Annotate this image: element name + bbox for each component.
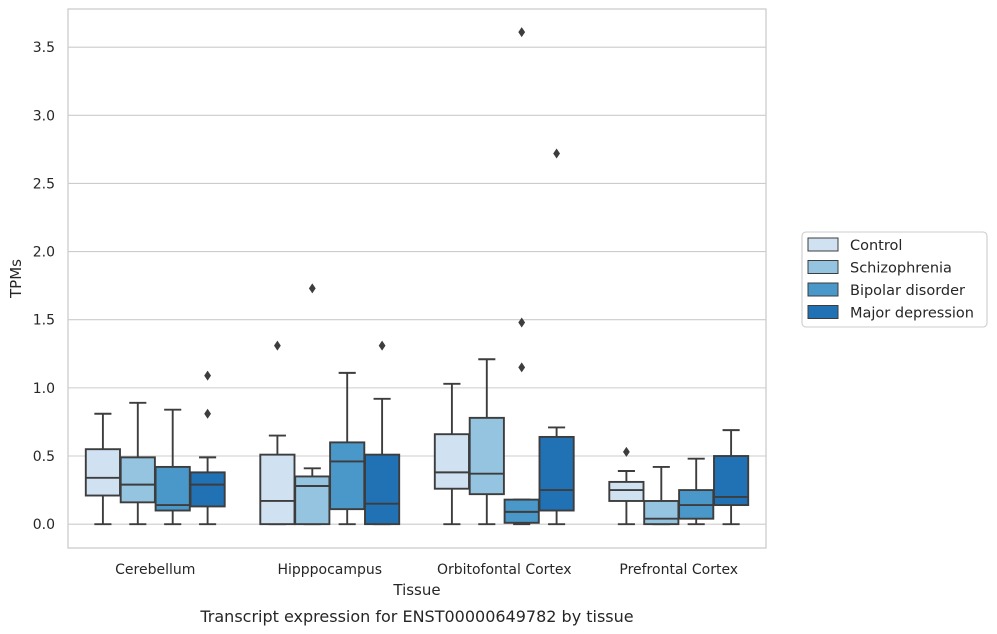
box-iqr — [643, 500, 680, 526]
outlier-point — [518, 317, 526, 328]
y-tick-label: 0.0 — [33, 517, 55, 533]
box-1-1 — [294, 283, 331, 526]
y-tick-labels: 0.0 0.5 1.0 1.5 2.0 2.5 3.0 3.5 — [33, 40, 55, 533]
box-1-2 — [329, 371, 366, 526]
box-iqr — [364, 453, 401, 526]
outlier-point — [623, 446, 630, 457]
box-iqr — [119, 456, 156, 504]
outlier-point — [518, 27, 526, 38]
y-tick-label: 3.5 — [33, 40, 55, 56]
plot-frame — [67, 8, 767, 549]
outlier-point — [204, 370, 211, 381]
box-0-2 — [154, 408, 191, 526]
legend-swatch — [807, 305, 839, 319]
box-0-1 — [119, 401, 156, 526]
outlier-point — [378, 340, 386, 351]
box-0-0 — [84, 412, 121, 526]
box-iqr — [259, 453, 296, 526]
legend-label: Control — [850, 238, 902, 254]
x-axis-label: Tissue — [392, 581, 440, 599]
box-0-3 — [189, 370, 226, 526]
box-1-3 — [364, 340, 401, 526]
box-iqr — [538, 435, 575, 512]
box-iqr — [329, 441, 366, 511]
box-iqr — [433, 433, 470, 490]
outlier-point — [308, 283, 316, 294]
x-tick-label: Orbitofontal Cortex — [437, 562, 572, 578]
outlier-point — [274, 340, 281, 351]
y-tick-label: 1.0 — [33, 381, 55, 397]
x-tick-label: Prefrontal Cortex — [619, 562, 738, 578]
box-iqr — [608, 480, 645, 502]
x-tick-label: Cerebellum — [115, 562, 195, 578]
box-iqr — [189, 471, 226, 508]
box-iqr — [84, 448, 121, 497]
legend-label: Schizophrenia — [850, 261, 952, 277]
legend-frame — [801, 231, 988, 328]
legend-label: Bipolar disorder — [850, 283, 965, 299]
box-iqr — [154, 465, 191, 512]
chart-caption: Transcript expression for ENST0000064978… — [199, 607, 633, 626]
outlier-point — [553, 148, 560, 159]
box-2-2 — [503, 27, 540, 526]
box-3-1 — [643, 465, 680, 526]
box-1-0 — [259, 340, 296, 526]
legend-swatch — [807, 260, 839, 274]
grid-lines — [68, 46, 766, 525]
box-groups — [84, 27, 750, 526]
legend-label: Major depression — [850, 306, 974, 322]
y-tick-label: 1.5 — [33, 313, 55, 329]
box-2-0 — [433, 382, 470, 526]
y-tick-label: 2.5 — [33, 176, 55, 192]
outlier-point — [204, 408, 211, 419]
box-iqr — [468, 416, 505, 496]
outlier-point — [518, 362, 526, 373]
legend: Control Schizophrenia Bipolar disorder Majo… — [801, 231, 988, 328]
legend-swatch — [807, 282, 839, 297]
legend-swatch — [807, 237, 839, 252]
x-tick-labels: Cerebellum Hipppocampus Orbitofontal Corte… — [115, 562, 738, 578]
y-tick-label: 0.5 — [33, 449, 55, 465]
x-tick-label: Hipppocampus — [277, 562, 382, 578]
box-2-3 — [538, 148, 575, 526]
box-3-3 — [713, 429, 750, 526]
y-axis-label: TPMs — [7, 259, 25, 299]
y-tick-label: 3.0 — [33, 108, 55, 124]
box-iqr — [294, 475, 331, 526]
box-2-1 — [468, 358, 505, 526]
y-tick-label: 2.0 — [33, 245, 55, 261]
box-3-2 — [678, 457, 715, 526]
box-3-0 — [608, 446, 645, 526]
